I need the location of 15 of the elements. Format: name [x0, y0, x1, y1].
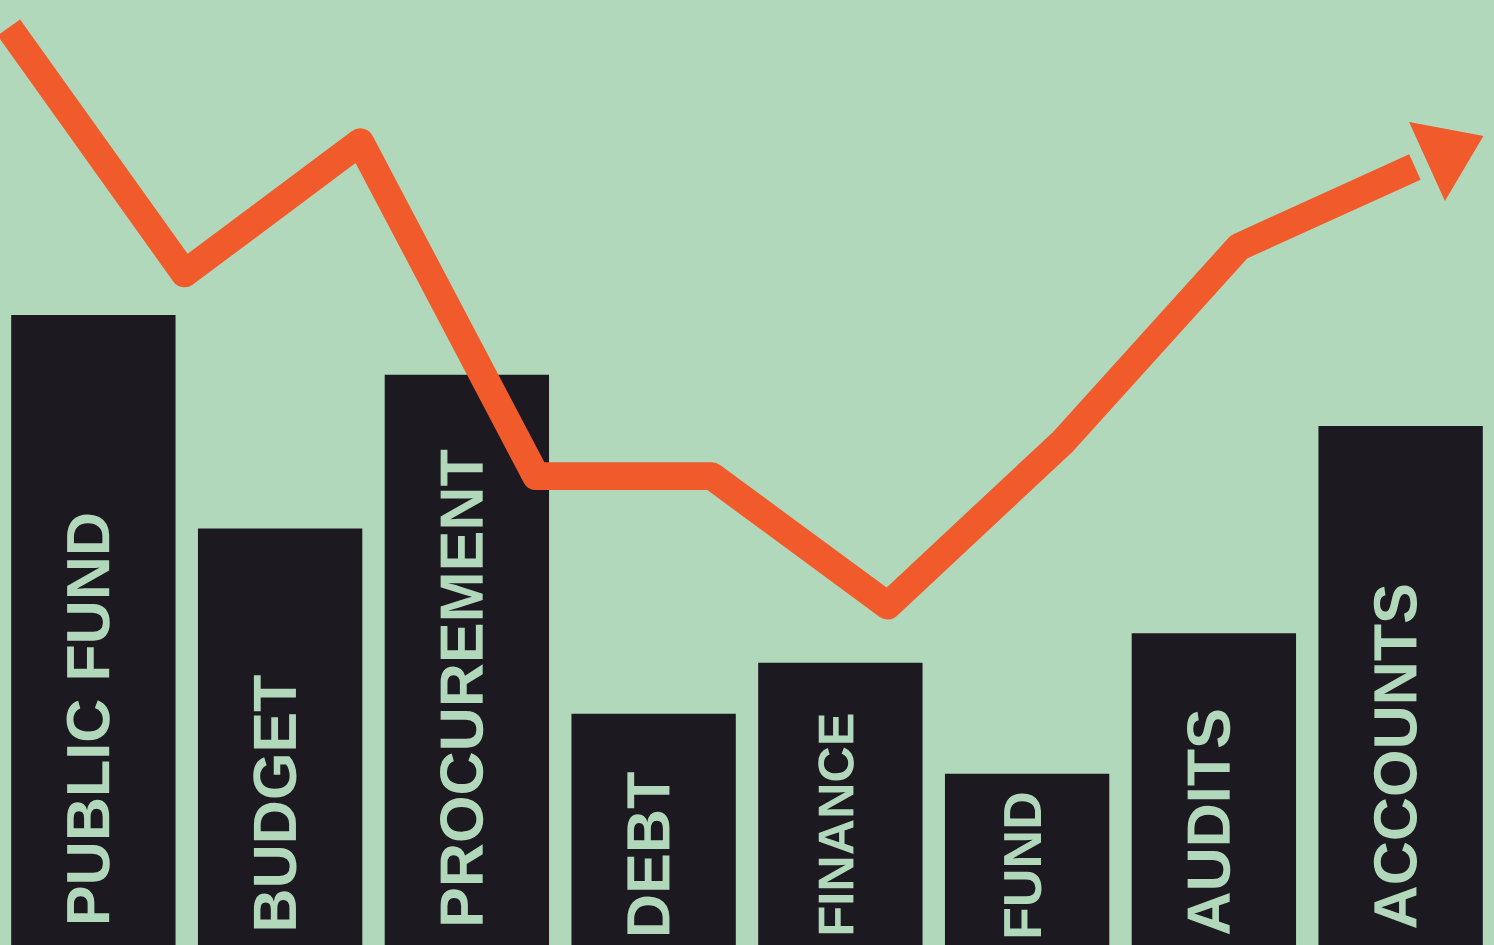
x-tick-label: PROCUREMENT [440, 449, 484, 924]
bar [758, 662, 923, 945]
x-tick-label: AUDITS [1187, 710, 1231, 935]
bar [1131, 633, 1297, 945]
x-tick-label: ACCOUNTS [1373, 585, 1418, 928]
bar [11, 315, 176, 945]
bar [571, 713, 736, 945]
x-tick-label: FUND [1004, 793, 1042, 937]
bar [1318, 425, 1483, 945]
bar [197, 528, 363, 945]
x-tick-label: DEBT [627, 772, 670, 934]
x-tick-label: BUDGET [253, 675, 297, 929]
x-tick-label: PUBLIC FUND [66, 514, 110, 923]
x-tick-label: FINANCE [818, 714, 854, 934]
bar [944, 773, 1110, 945]
